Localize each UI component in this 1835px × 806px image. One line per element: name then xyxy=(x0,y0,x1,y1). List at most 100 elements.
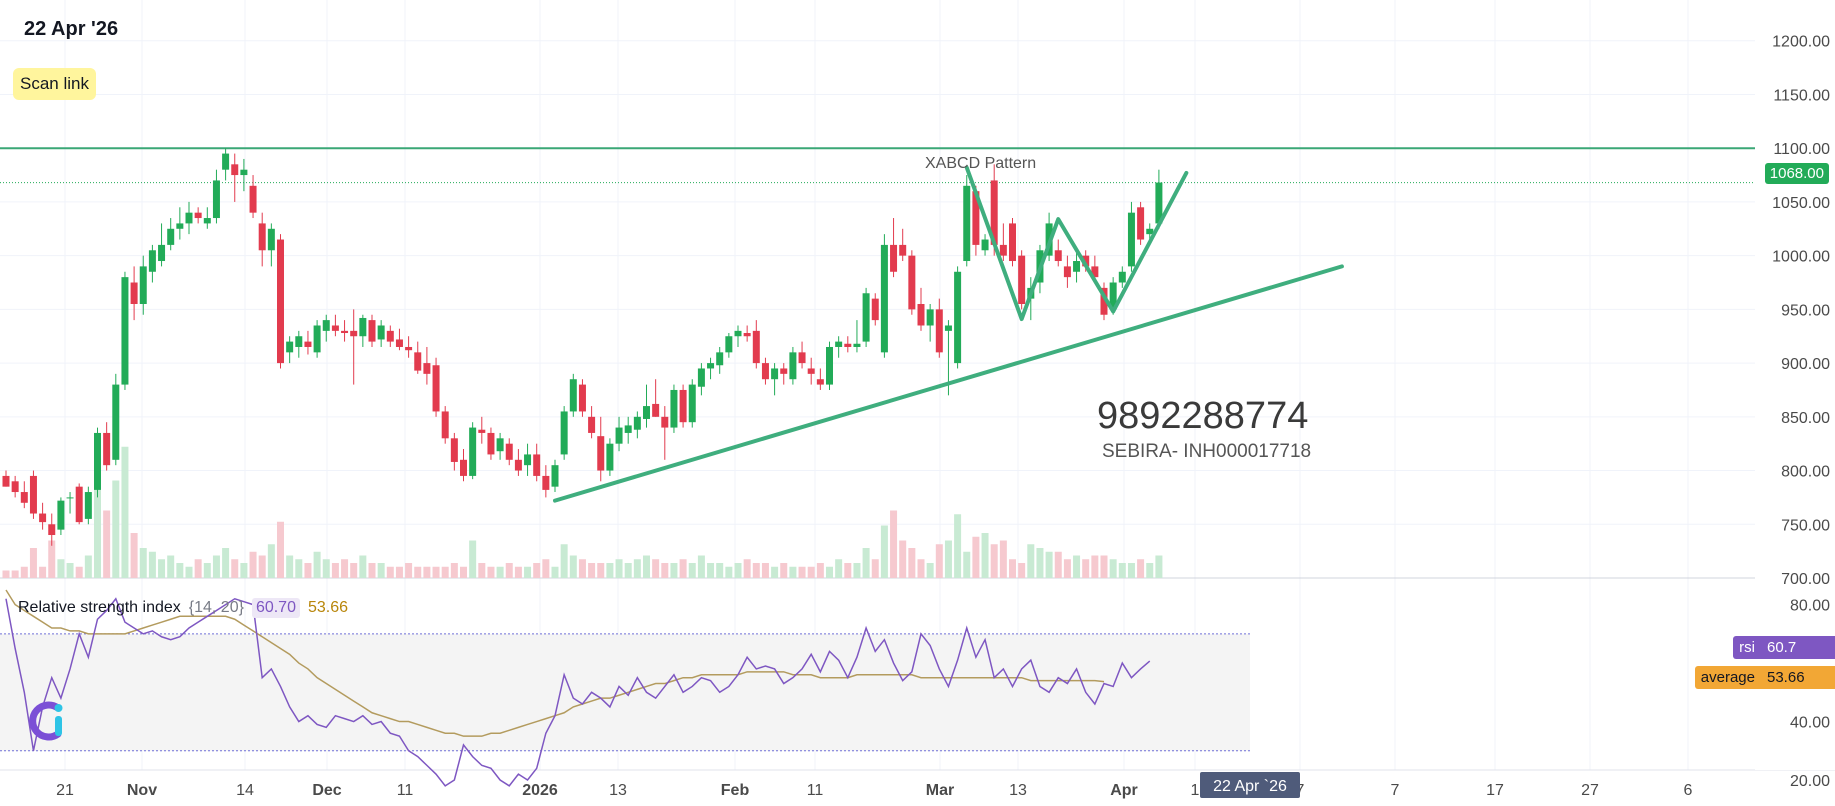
candle-body xyxy=(944,325,952,331)
volume-bar xyxy=(688,563,696,578)
candle xyxy=(981,234,989,256)
candle xyxy=(533,443,541,482)
candle-body xyxy=(377,325,385,340)
candle-body xyxy=(267,228,275,251)
volume-bar xyxy=(981,533,989,578)
candle-body xyxy=(1118,271,1126,283)
candle xyxy=(1063,255,1071,288)
sebi-watermark: SEBIRA- INH000017718 xyxy=(1102,441,1311,462)
volume-bar xyxy=(222,548,230,578)
candle-body xyxy=(469,427,477,476)
candle-body xyxy=(560,411,568,455)
volume-bar xyxy=(917,559,925,578)
volume-bar xyxy=(112,480,120,578)
candle-body xyxy=(972,191,980,245)
volume-bar xyxy=(908,548,916,578)
candle-body xyxy=(835,341,843,347)
candle-body xyxy=(341,330,349,334)
candle xyxy=(926,304,934,342)
volume-bar xyxy=(39,566,47,578)
volume-bar xyxy=(48,540,56,578)
candle-body xyxy=(569,379,577,412)
candle-body xyxy=(1109,282,1117,310)
rsi-params[interactable]: {14, 20} xyxy=(188,599,244,616)
volume-bar xyxy=(203,563,211,578)
volume-bar xyxy=(1082,559,1090,578)
candle-body xyxy=(578,384,586,412)
volume-bar xyxy=(277,521,284,578)
volume-bar xyxy=(231,559,239,578)
candle xyxy=(954,266,962,369)
candle-body xyxy=(688,384,696,423)
candle xyxy=(20,481,28,509)
price-axis-label: 1150.00 xyxy=(1773,87,1830,104)
time-axis-label: 6 xyxy=(1684,782,1693,799)
candle-body xyxy=(368,320,376,342)
volume-bar xyxy=(972,536,980,578)
time-axis-label: 17 xyxy=(1486,782,1504,799)
volume-bar xyxy=(734,563,742,578)
candle-body xyxy=(1018,255,1026,304)
volume-bar xyxy=(588,563,596,578)
candle-body xyxy=(75,486,83,523)
candle-body xyxy=(258,223,266,251)
candle xyxy=(441,406,449,444)
candle xyxy=(597,416,605,482)
volume-bar xyxy=(11,570,19,578)
candle xyxy=(405,336,413,358)
volume-bar xyxy=(1073,555,1081,578)
candle-body xyxy=(395,339,403,347)
volume-bar xyxy=(798,566,806,578)
candle xyxy=(890,218,898,278)
candle-body xyxy=(1082,255,1090,267)
volume-bar xyxy=(963,551,971,578)
rsi-title: Relative strength index xyxy=(18,599,181,616)
candle-body xyxy=(203,218,211,224)
candle-body xyxy=(844,343,852,347)
candle xyxy=(844,336,852,353)
rsi-average-value: 53.66 xyxy=(307,599,349,616)
candle xyxy=(816,368,824,390)
candle xyxy=(368,314,376,347)
candle xyxy=(496,432,504,460)
volume-bar xyxy=(761,563,769,578)
rsi-axis-label: 80.00 xyxy=(1790,598,1830,615)
candle-body xyxy=(880,244,888,353)
candle-body xyxy=(743,333,751,337)
candle-body xyxy=(524,454,532,466)
candle-body xyxy=(57,500,65,530)
volume-bar xyxy=(707,563,715,578)
candle-body xyxy=(29,475,37,514)
volume-bar xyxy=(807,566,815,578)
candle xyxy=(606,438,614,476)
volume-bar xyxy=(57,559,65,578)
candle xyxy=(578,379,586,417)
candle xyxy=(112,373,120,466)
time-axis-label: 14 xyxy=(236,782,254,799)
candle xyxy=(716,346,724,374)
candle xyxy=(304,330,312,355)
candle xyxy=(267,223,275,267)
candle-body xyxy=(670,389,678,428)
volume-bar xyxy=(94,465,101,578)
candle-body xyxy=(460,459,467,476)
volume-bar xyxy=(615,559,623,578)
candle xyxy=(39,502,47,530)
candle-body xyxy=(551,465,559,487)
candle-body xyxy=(139,266,147,304)
candle-body xyxy=(94,432,101,490)
volume-bar xyxy=(844,563,852,578)
volume-bar xyxy=(66,563,74,578)
volume-bar xyxy=(450,563,458,578)
candle-body xyxy=(1127,212,1135,267)
scan-link-button[interactable]: Scan link xyxy=(13,68,96,100)
candle-body xyxy=(954,271,962,364)
candle xyxy=(130,266,138,321)
time-axis-label: 7 xyxy=(1391,782,1400,799)
candle xyxy=(807,357,815,385)
candle-body xyxy=(633,416,641,430)
candle xyxy=(139,255,147,315)
candle xyxy=(725,333,733,358)
candle xyxy=(743,325,751,342)
